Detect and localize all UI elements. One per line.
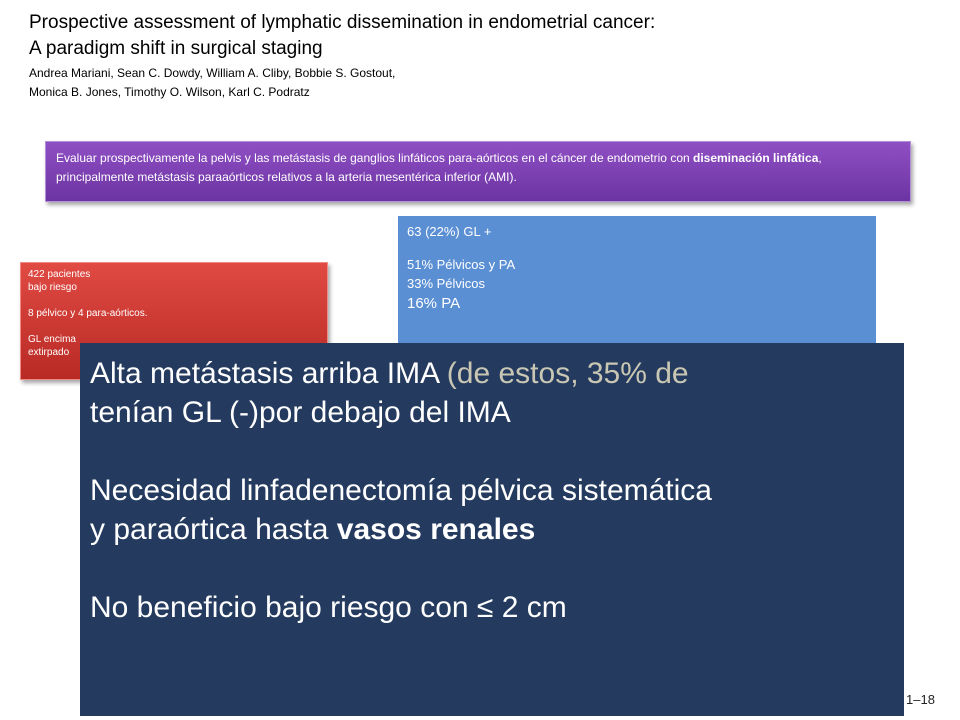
objective-text-1: Evaluar prospectivamente la pelvis y las… bbox=[56, 151, 693, 165]
slide-header: Prospective assessment of lymphatic diss… bbox=[29, 10, 909, 102]
conclusion-p2-line2: y paraórtica hasta vasos renales bbox=[90, 510, 894, 549]
footer-reference: 1–18 bbox=[906, 692, 935, 707]
results-line-1: 63 (22%) GL + bbox=[407, 224, 492, 239]
results-line-2: 51% Pélvicos y PA bbox=[407, 257, 516, 272]
authors-line-2: Monica B. Jones, Timothy O. Wilson, Karl… bbox=[29, 85, 310, 99]
objective-box: Evaluar prospectivamente la pelvis y las… bbox=[45, 141, 911, 202]
conclusion-p2-prefix: y paraórtica hasta bbox=[90, 513, 337, 546]
authors-line-1: Andrea Mariani, Sean C. Dowdy, William A… bbox=[29, 66, 396, 80]
results-line-3: 33% Pélvicos bbox=[407, 276, 486, 291]
patients-line-3: 8 pélvico y 4 para-aórticos. bbox=[28, 308, 148, 319]
conclusion-p2-line1: Necesidad linfadenectomía pélvica sistem… bbox=[90, 474, 712, 507]
patients-line-4: GL encima bbox=[28, 334, 76, 345]
conclusion-p1-main: Alta metástasis arriba IMA bbox=[90, 357, 447, 390]
results-line-4: 16% PA bbox=[407, 295, 461, 312]
objective-bold: diseminación linfática bbox=[693, 151, 819, 165]
slide-title: Prospective assessment of lymphatic diss… bbox=[29, 10, 909, 62]
results-box: 63 (22%) GL + 51% Pélvicos y PA 33% Pélv… bbox=[398, 216, 876, 366]
title-line-1: Prospective assessment of lymphatic diss… bbox=[29, 12, 656, 33]
patients-line-2: bajo riesgo bbox=[28, 282, 77, 293]
conclusion-p3: No beneficio bajo riesgo con ≤ 2 cm bbox=[90, 591, 567, 624]
patients-line-1: 422 pacientes bbox=[28, 269, 91, 280]
conclusion-overlay: Alta metástasis arriba IMA (de estos, 35… bbox=[80, 343, 904, 716]
conclusion-p1-muted: (de estos, 35% de bbox=[446, 357, 689, 390]
conclusion-p1-line1: Alta metástasis arriba IMA (de estos, 35… bbox=[90, 354, 894, 393]
authors: Andrea Mariani, Sean C. Dowdy, William A… bbox=[29, 64, 909, 102]
conclusion-p2-bold: vasos renales bbox=[336, 513, 536, 546]
patients-line-5: extirpado bbox=[28, 347, 70, 358]
title-line-2: A paradigm shift in surgical staging bbox=[29, 38, 323, 59]
conclusion-p1-line2: tenían GL (-)por debajo del IMA bbox=[90, 396, 511, 429]
objective-text-2: , principalmente metástasis paraaórticos… bbox=[56, 151, 822, 184]
